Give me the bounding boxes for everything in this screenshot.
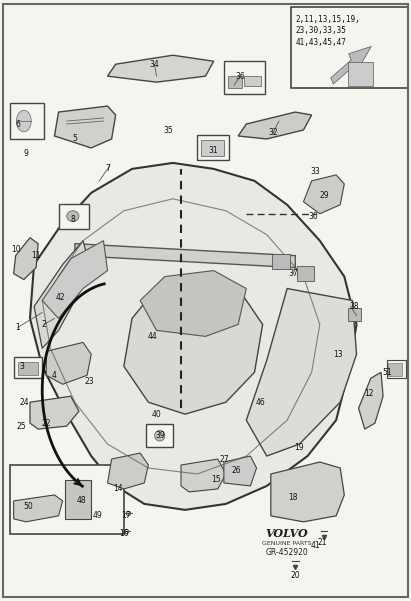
Polygon shape: [55, 106, 115, 148]
Text: 3: 3: [19, 362, 24, 371]
FancyBboxPatch shape: [224, 61, 265, 94]
Text: 9: 9: [23, 150, 28, 159]
FancyBboxPatch shape: [9, 103, 44, 139]
Bar: [228, 76, 242, 88]
Text: 44: 44: [148, 332, 157, 341]
Polygon shape: [75, 243, 296, 267]
Text: 37: 37: [289, 269, 298, 278]
Polygon shape: [108, 55, 214, 82]
Bar: [388, 364, 402, 376]
Text: 38: 38: [350, 302, 359, 311]
Ellipse shape: [155, 430, 165, 441]
Text: 17: 17: [121, 511, 131, 520]
Text: GR-452920: GR-452920: [266, 548, 309, 557]
Text: 24: 24: [19, 398, 29, 407]
Text: 32: 32: [268, 129, 278, 138]
Text: 15: 15: [211, 475, 221, 484]
Bar: [272, 254, 290, 269]
Text: 27: 27: [219, 454, 229, 463]
FancyBboxPatch shape: [14, 358, 42, 378]
Polygon shape: [30, 396, 79, 429]
Text: 28: 28: [297, 269, 306, 278]
Polygon shape: [358, 372, 383, 429]
Text: 21: 21: [317, 538, 327, 548]
Text: 29: 29: [319, 191, 329, 200]
Bar: [65, 480, 91, 519]
FancyBboxPatch shape: [291, 7, 408, 88]
Text: 31: 31: [209, 147, 219, 156]
Polygon shape: [246, 288, 356, 456]
Polygon shape: [271, 462, 344, 522]
Polygon shape: [34, 240, 91, 349]
Text: 2,11,13,15,19,
23,30,33,35
41,43,45,47: 2,11,13,15,19, 23,30,33,35 41,43,45,47: [296, 14, 360, 47]
Polygon shape: [42, 240, 108, 319]
Polygon shape: [46, 343, 91, 384]
Polygon shape: [224, 456, 256, 486]
Text: 1: 1: [15, 323, 20, 332]
Polygon shape: [238, 112, 312, 139]
Text: 14: 14: [113, 484, 122, 493]
Text: 4: 4: [52, 371, 57, 380]
Text: 2: 2: [42, 320, 46, 329]
Text: 23: 23: [84, 377, 94, 386]
Text: 51: 51: [382, 368, 392, 377]
Text: 5: 5: [72, 135, 77, 144]
Text: 18: 18: [289, 493, 298, 502]
Text: 49: 49: [92, 511, 102, 520]
Text: 16: 16: [119, 529, 129, 538]
FancyBboxPatch shape: [58, 204, 89, 229]
Text: 39: 39: [156, 430, 166, 439]
Text: 8: 8: [70, 215, 75, 224]
Text: 30: 30: [309, 212, 319, 221]
Text: 35: 35: [164, 126, 173, 135]
Polygon shape: [181, 459, 226, 492]
Text: 41: 41: [311, 542, 321, 551]
Polygon shape: [14, 495, 62, 522]
Text: 13: 13: [333, 350, 343, 359]
FancyBboxPatch shape: [146, 424, 173, 447]
Polygon shape: [30, 163, 356, 510]
Polygon shape: [140, 270, 246, 337]
Text: GENUINE PARTS: GENUINE PARTS: [262, 542, 312, 546]
Text: 40: 40: [152, 410, 162, 419]
Text: 48: 48: [76, 496, 86, 505]
Wedge shape: [16, 110, 31, 132]
Ellipse shape: [67, 211, 79, 222]
FancyArrow shape: [331, 46, 372, 84]
Text: 33: 33: [311, 168, 321, 176]
Text: 6: 6: [15, 120, 20, 129]
Text: 7: 7: [105, 165, 110, 174]
FancyBboxPatch shape: [197, 135, 229, 160]
Text: 34: 34: [150, 59, 159, 69]
Text: 19: 19: [295, 442, 304, 451]
Polygon shape: [303, 175, 344, 214]
Text: 26: 26: [231, 466, 241, 475]
Text: 50: 50: [23, 502, 33, 511]
Bar: [201, 140, 224, 156]
Text: 12: 12: [364, 389, 374, 398]
Text: 36: 36: [236, 72, 245, 81]
Polygon shape: [124, 276, 263, 414]
Bar: [296, 266, 314, 281]
Text: 11: 11: [31, 251, 41, 260]
Bar: [244, 76, 261, 87]
Text: 46: 46: [256, 398, 266, 407]
Bar: [349, 62, 373, 86]
Text: 42: 42: [56, 293, 65, 302]
Text: 10: 10: [11, 245, 21, 254]
Bar: [348, 308, 360, 322]
Text: 20: 20: [291, 571, 300, 580]
Text: 22: 22: [42, 419, 51, 428]
Polygon shape: [14, 237, 38, 279]
Bar: [18, 362, 38, 374]
FancyBboxPatch shape: [387, 361, 406, 378]
Polygon shape: [108, 453, 148, 489]
FancyBboxPatch shape: [9, 465, 124, 534]
Text: 25: 25: [17, 422, 27, 431]
Text: VOLVO: VOLVO: [266, 528, 309, 539]
